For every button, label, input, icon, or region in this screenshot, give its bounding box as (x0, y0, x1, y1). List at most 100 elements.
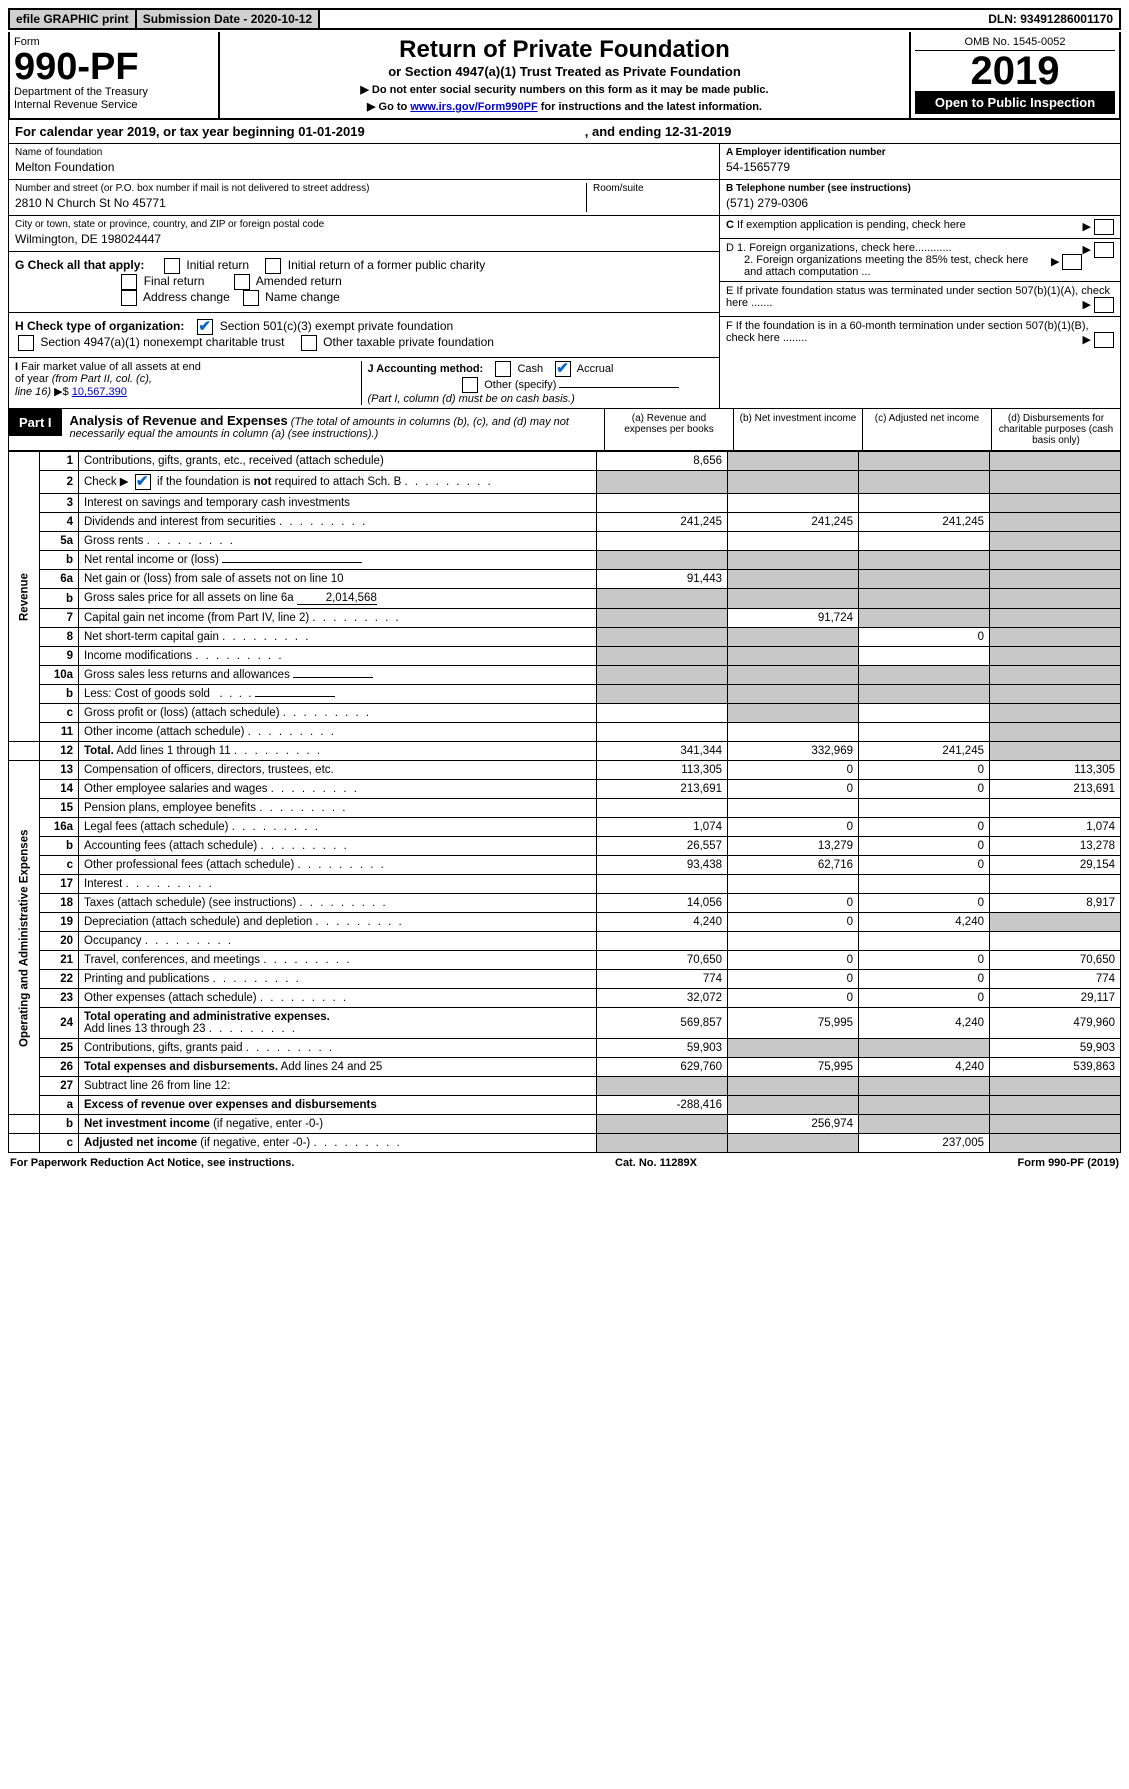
row-desc: Net gain or (loss) from sale of assets n… (79, 570, 597, 589)
table-row: 25Contributions, gifts, grants paid 59,9… (9, 1039, 1121, 1058)
row-num: 10a (40, 666, 79, 685)
col-d-header: (d) Disbursements for charitable purpose… (991, 409, 1120, 450)
cell-val: 59,903 (990, 1039, 1121, 1058)
header-left: Form 990-PF Department of the Treasury I… (10, 32, 220, 118)
row-desc: Subtract line 26 from line 12: (79, 1077, 597, 1096)
cell-val: 241,245 (597, 513, 728, 532)
cb-other-method[interactable] (462, 377, 478, 393)
cb-501c3[interactable] (197, 319, 213, 335)
table-row: bNet investment income (if negative, ent… (9, 1115, 1121, 1134)
table-row: 3Interest on savings and temporary cash … (9, 494, 1121, 513)
row-desc: Dividends and interest from securities (79, 513, 597, 532)
revenue-sidebar: Revenue (9, 452, 40, 742)
cb-sch-b[interactable] (135, 474, 151, 490)
street-label: Number and street (or P.O. box number if… (15, 183, 586, 194)
cell-val: 332,969 (728, 742, 859, 761)
table-row: 19Depreciation (attach schedule) and dep… (9, 913, 1121, 932)
row-num: 13 (40, 761, 79, 780)
cell-val: 4,240 (859, 1008, 990, 1039)
form-number: 990-PF (14, 48, 214, 86)
table-row: 24Total operating and administrative exp… (9, 1008, 1121, 1039)
footer-right: Form 990-PF (2019) (1018, 1157, 1120, 1169)
cell-val: 8,917 (990, 894, 1121, 913)
cal-year-begin: For calendar year 2019, or tax year begi… (15, 124, 365, 139)
cb-status-terminated[interactable] (1094, 297, 1114, 313)
row-desc: Income modifications (79, 647, 597, 666)
footer-mid: Cat. No. 11289X (615, 1157, 697, 1169)
table-row: 22Printing and publications 77400774 (9, 970, 1121, 989)
table-row: 4Dividends and interest from securities … (9, 513, 1121, 532)
cb-60month[interactable] (1094, 332, 1114, 348)
part1-title: Analysis of Revenue and Expenses (70, 413, 288, 428)
cb-name-change[interactable] (243, 290, 259, 306)
table-row: 9Income modifications (9, 647, 1121, 666)
row-desc: Other income (attach schedule) (79, 723, 597, 742)
table-row: 20Occupancy (9, 932, 1121, 951)
cb-initial-return[interactable] (164, 258, 180, 274)
row-desc: Total. Add lines 1 through 11 (79, 742, 597, 761)
cb-accrual[interactable] (555, 361, 571, 377)
cell-val: 1,074 (990, 818, 1121, 837)
cb-other-taxable[interactable] (301, 335, 317, 351)
part1-label: Part I (9, 409, 62, 436)
cb-foreign-org[interactable] (1094, 242, 1114, 258)
cb-85pct[interactable] (1062, 254, 1082, 270)
table-row: 6aNet gain or (loss) from sale of assets… (9, 570, 1121, 589)
row-num: 9 (40, 647, 79, 666)
part1-header: Part I Analysis of Revenue and Expenses … (8, 409, 1121, 451)
cb-amended[interactable] (234, 274, 250, 290)
footer-left: For Paperwork Reduction Act Notice, see … (10, 1157, 294, 1169)
note2-post: for instructions and the latest informat… (541, 101, 762, 113)
cb-final-return[interactable] (121, 274, 137, 290)
cb-address-change[interactable] (121, 290, 137, 306)
row-desc: Gross sales price for all assets on line… (79, 589, 597, 609)
table-row: 12Total. Add lines 1 through 11 341,3443… (9, 742, 1121, 761)
section-f: F If the foundation is in a 60-month ter… (720, 317, 1120, 351)
fmv-link[interactable]: 10,567,390 (72, 386, 127, 398)
row-num: 24 (40, 1008, 79, 1039)
c-text: If exemption application is pending, che… (737, 219, 966, 231)
row-num: 6a (40, 570, 79, 589)
d1-text: D 1. Foreign organizations, check here..… (726, 242, 952, 254)
table-row: bAccounting fees (attach schedule) 26,55… (9, 837, 1121, 856)
table-row: 26Total expenses and disbursements. Add … (9, 1058, 1121, 1077)
foundation-name-cell: Name of foundation Melton Foundation (9, 144, 719, 180)
j-label: J Accounting method: (368, 363, 484, 375)
cell-val: 774 (990, 970, 1121, 989)
department-line1: Department of the Treasury (14, 86, 214, 99)
h3-label: Other taxable private foundation (323, 335, 494, 349)
cell-val: 0 (728, 780, 859, 799)
cell-val: 13,279 (728, 837, 859, 856)
cell-val: 0 (859, 837, 990, 856)
form-header: Form 990-PF Department of the Treasury I… (8, 32, 1121, 120)
row-num: 27 (40, 1077, 79, 1096)
table-row: 18Taxes (attach schedule) (see instructi… (9, 894, 1121, 913)
irs-link[interactable]: www.irs.gov/Form990PF (410, 101, 537, 113)
e-text: E If private foundation status was termi… (726, 285, 1110, 309)
page-footer: For Paperwork Reduction Act Notice, see … (8, 1153, 1121, 1173)
part1-table: Revenue 1Contributions, gifts, grants, e… (8, 451, 1121, 1153)
row-desc: Interest (79, 875, 597, 894)
expenses-sidebar: Operating and Administrative Expenses (9, 761, 40, 1115)
table-row: 11Other income (attach schedule) (9, 723, 1121, 742)
row-num: 25 (40, 1039, 79, 1058)
cb-4947a1[interactable] (18, 335, 34, 351)
foundation-name: Melton Foundation (15, 158, 713, 176)
row-desc: Other employee salaries and wages (79, 780, 597, 799)
open-public-badge: Open to Public Inspection (915, 91, 1115, 114)
cb-exemption-pending[interactable] (1094, 219, 1114, 235)
row-num: 7 (40, 609, 79, 628)
cell-val: 0 (728, 913, 859, 932)
final-return-label: Final return (144, 274, 205, 288)
cell-val: 0 (859, 970, 990, 989)
submission-date: Submission Date - 2020-10-12 (137, 10, 320, 28)
efile-print-button[interactable]: efile GRAPHIC print (10, 10, 137, 28)
street-value: 2810 N Church St No 45771 (15, 194, 586, 212)
table-row: Revenue 1Contributions, gifts, grants, e… (9, 452, 1121, 471)
row-desc: Net short-term capital gain (79, 628, 597, 647)
cb-initial-former[interactable] (265, 258, 281, 274)
row-desc: Net investment income (if negative, ente… (79, 1115, 597, 1134)
section-d: D 1. Foreign organizations, check here..… (720, 239, 1120, 282)
cb-cash[interactable] (495, 361, 511, 377)
column-headers: (a) Revenue and expenses per books (b) N… (604, 409, 1120, 450)
